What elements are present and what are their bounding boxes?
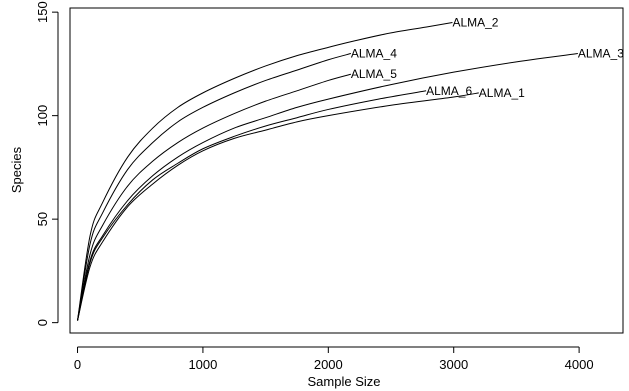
plot-box	[69, 7, 624, 334]
series-labels: ALMA_2 ALMA_4 ALMA_5 ALMA_3 ALMA_6 ALMA_1	[351, 15, 624, 99]
y-axis-title: Species	[9, 146, 24, 193]
series-label: ALMA_4	[351, 47, 397, 61]
y-tick-label: 100	[35, 105, 50, 127]
series-label: ALMA_1	[479, 86, 525, 100]
x-tick-label: 3000	[439, 357, 468, 372]
x-tick-label: 1000	[188, 357, 217, 372]
curve-alma-4	[77, 53, 352, 321]
series-label: ALMA_3	[578, 47, 624, 61]
y-axis: 0 50 100 150	[35, 1, 59, 326]
y-tick-label: 150	[35, 1, 50, 23]
series-label: ALMA_2	[452, 15, 498, 29]
x-tick-label: 4000	[565, 357, 594, 372]
curve-alma-6	[77, 90, 427, 321]
series-label: ALMA_6	[426, 84, 472, 98]
curve-alma-2	[77, 21, 453, 321]
series-label: ALMA_5	[351, 67, 397, 81]
x-tick-label: 2000	[314, 357, 343, 372]
curve-alma-5	[77, 73, 352, 321]
x-axis-title: Sample Size	[308, 374, 381, 389]
y-tick-label: 0	[35, 319, 50, 326]
curves	[77, 21, 578, 321]
x-tick-label: 0	[74, 357, 81, 372]
curve-alma-3	[77, 53, 578, 321]
curve-alma-1	[77, 92, 479, 321]
x-axis: 0 1000 2000 3000 4000	[74, 346, 594, 372]
y-tick-label: 50	[35, 212, 50, 226]
